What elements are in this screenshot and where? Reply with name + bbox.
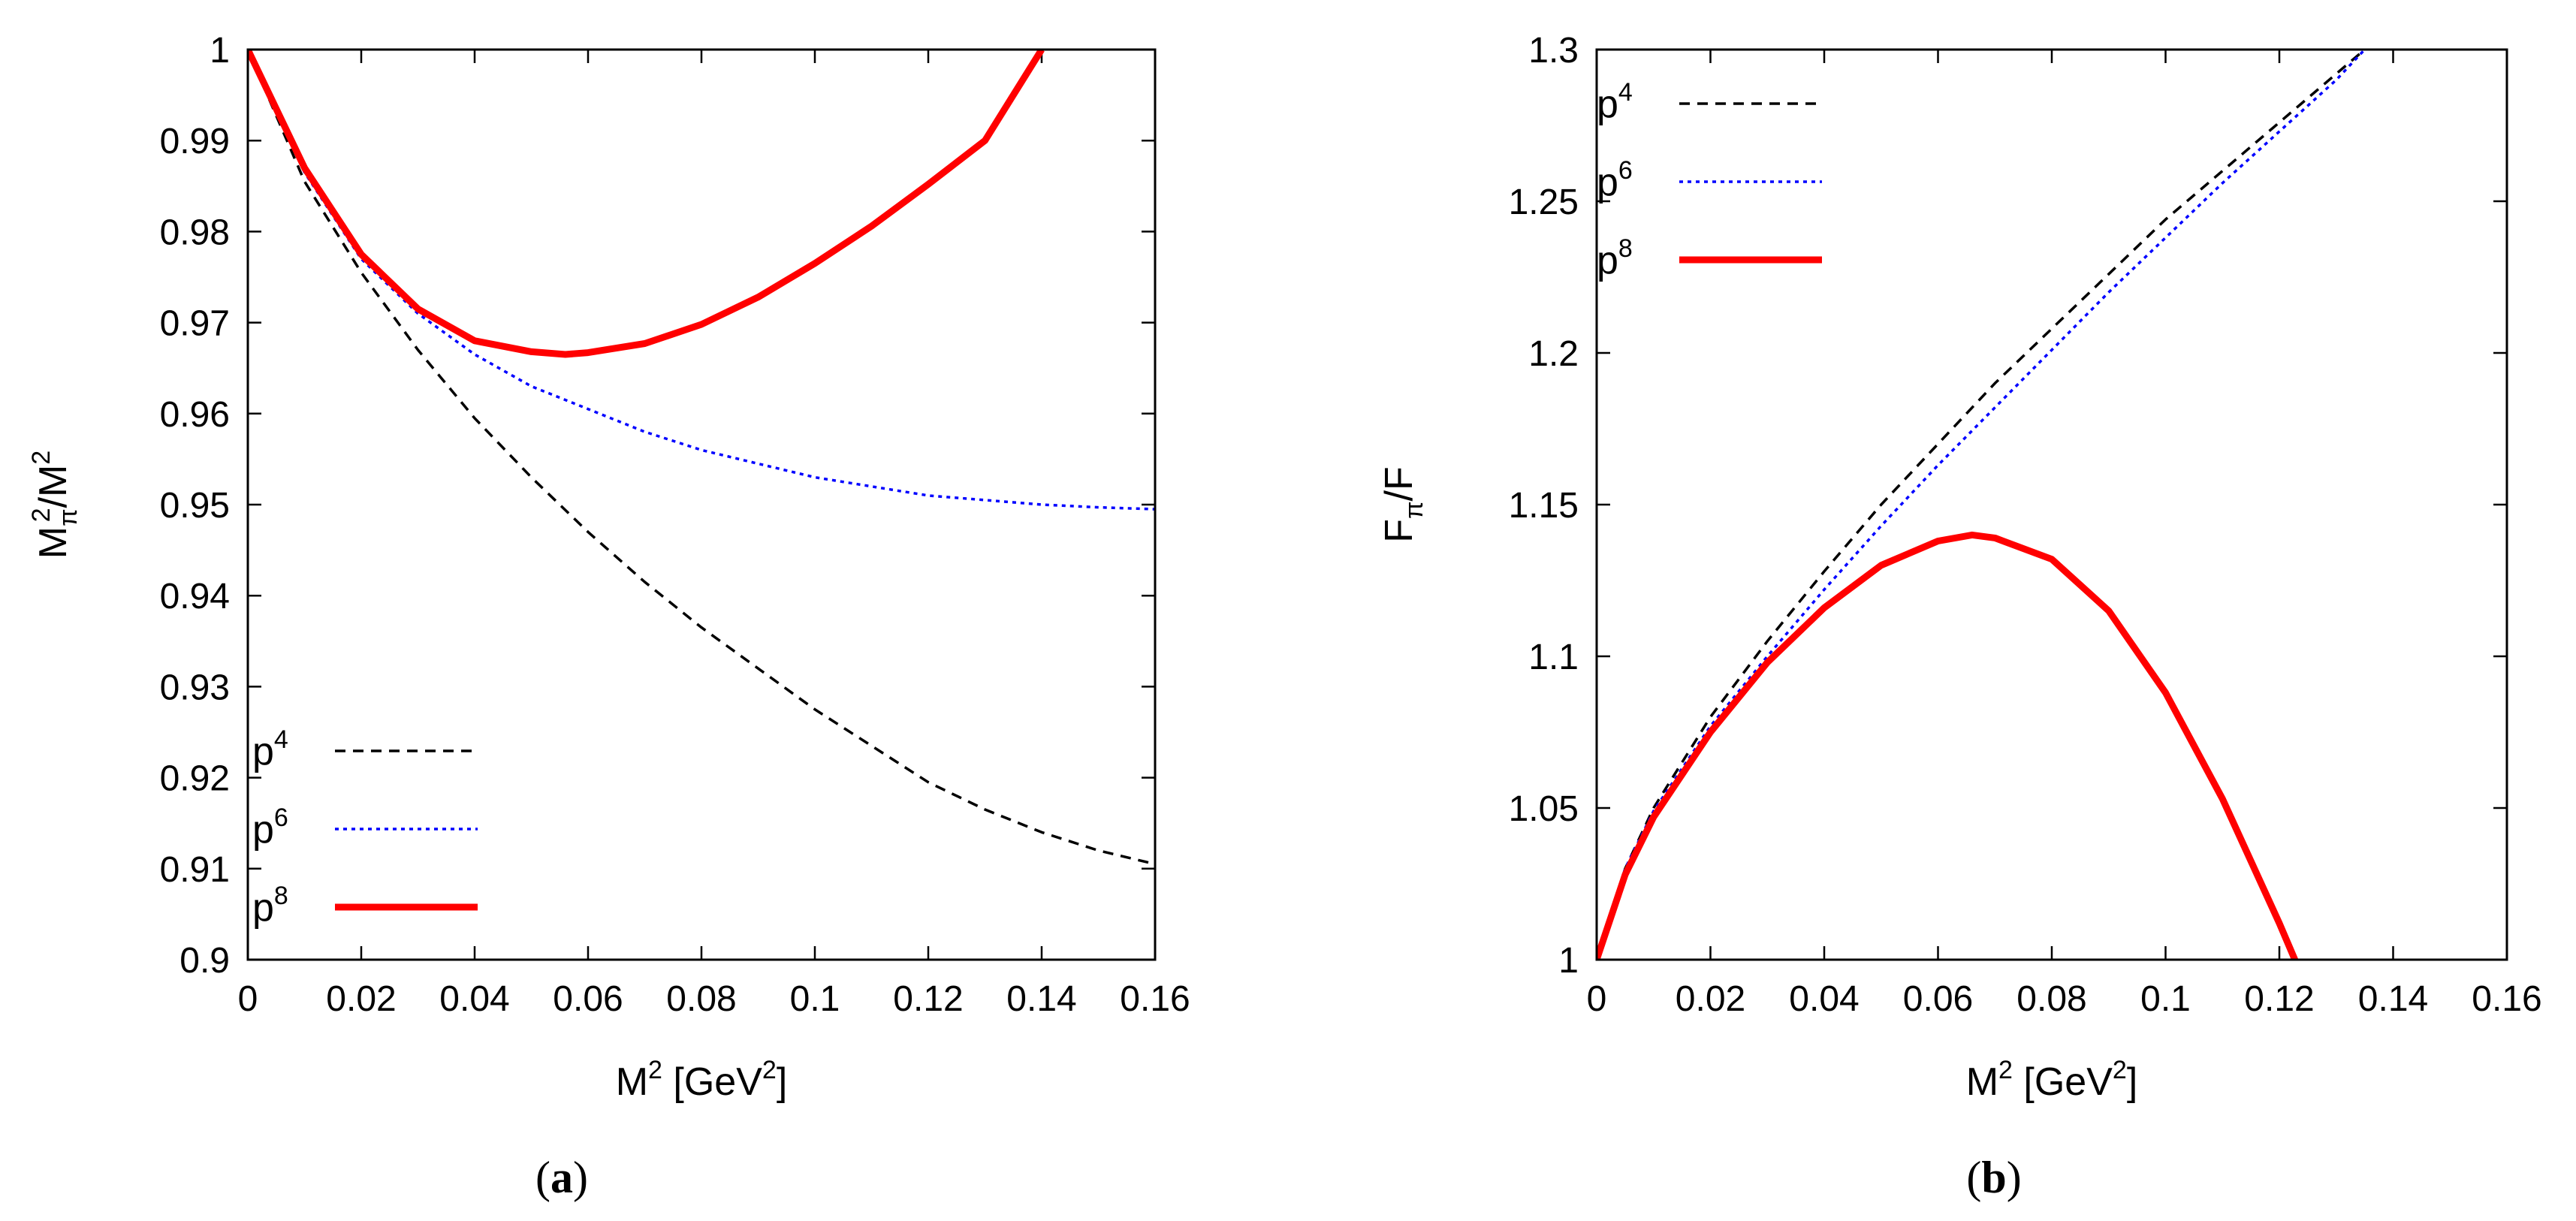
legend-label-p6: p6 [1597, 156, 1633, 204]
x-axis-label: M2 [GeV2] [1966, 1056, 2138, 1104]
y-axis-label: Fπ/F [1377, 466, 1428, 542]
x-tick-label: 0.12 [2244, 979, 2314, 1019]
y-axis-label: Mπ2/M2 [27, 451, 83, 559]
series-line-p4 [248, 50, 1155, 866]
y-tick-label: 1.25 [1509, 182, 1579, 222]
x-tick-label: 0.06 [553, 979, 623, 1019]
x-tick-label: 0.12 [893, 979, 963, 1019]
y-tick-label: 0.95 [160, 486, 230, 526]
legend-label-p8: p8 [1597, 234, 1633, 282]
series-line-p8 [1597, 531, 2299, 960]
panel-caption: (a) [535, 1153, 588, 1202]
x-tick-label: 0.14 [2358, 979, 2428, 1019]
x-tick-label: 0.04 [1789, 979, 1859, 1019]
panel-a: 0 0.02 0.04 0.06 0.08 0.1 0.12 0.14 0.16 0.9 0.91 0… [27, 31, 1190, 1202]
x-tick-label: 0.16 [2472, 979, 2541, 1019]
y-tick-label: 1.1 [1528, 638, 1579, 677]
x-tick-label: 0 [238, 979, 258, 1019]
legend-label-p8: p8 [252, 882, 288, 930]
x-tick-label: 0.04 [439, 979, 509, 1019]
panel-caption: (b) [1966, 1153, 2021, 1202]
y-tick-label: 1.15 [1509, 486, 1579, 526]
curves [248, 50, 1155, 866]
y-tick-label: 0.97 [160, 304, 230, 344]
x-tick-label: 0.14 [1006, 979, 1076, 1019]
y-tick-label: 0.94 [160, 577, 230, 617]
x-axis-label: M2 [GeV2] [616, 1056, 788, 1104]
y-tick-label: 0.92 [160, 759, 230, 799]
legend: p4 p6 p8 [252, 725, 478, 930]
y-tick-label: 0.93 [160, 668, 230, 707]
panel-b: 0 0.02 0.04 0.06 0.08 0.1 0.12 0.14 0.16 1 1.05 1.1… [1377, 31, 2542, 1202]
x-tick-label: 0.02 [326, 979, 396, 1019]
x-tick-label: 0.16 [1120, 979, 1190, 1019]
legend-label-p4: p4 [252, 725, 288, 773]
x-tick-label: 0.02 [1676, 979, 1745, 1019]
legend: p4 p6 p8 [1597, 78, 1822, 282]
x-tick-label: 0.08 [666, 979, 736, 1019]
x-tick-label: 0.06 [1903, 979, 1973, 1019]
x-tick-label: 0.08 [2016, 979, 2086, 1019]
y-tick-label: 0.98 [160, 213, 230, 252]
series-line-p4 [1597, 50, 2366, 960]
curves [1597, 50, 2366, 960]
y-tick-label: 0.96 [160, 395, 230, 435]
y-tick-label: 1 [210, 31, 230, 71]
y-tick-label: 1.05 [1509, 789, 1579, 829]
y-tick-label: 0.9 [179, 941, 230, 981]
plot-frame [246, 48, 1157, 961]
x-tick-label: 0.1 [790, 979, 840, 1019]
y-tick-label: 0.99 [160, 122, 230, 161]
y-tick-label: 1.3 [1528, 31, 1579, 71]
x-tick-label: 0.1 [2140, 979, 2191, 1019]
series-line-p6 [1597, 50, 2366, 960]
y-tick-label: 0.91 [160, 850, 230, 890]
plot-frame [1595, 48, 2508, 961]
legend-label-p6: p6 [252, 803, 288, 852]
legend-label-p4: p4 [1597, 78, 1633, 126]
series-line-p8 [248, 50, 1045, 358]
y-tick-label: 1 [1558, 941, 1579, 981]
x-tick-label: 0 [1587, 979, 1607, 1019]
y-tick-label: 1.2 [1528, 334, 1579, 374]
